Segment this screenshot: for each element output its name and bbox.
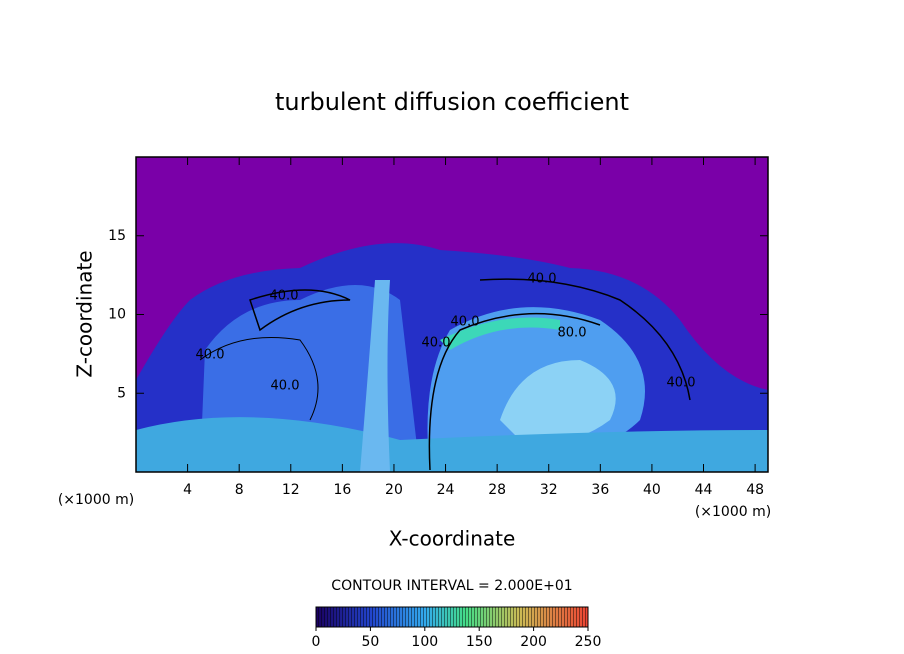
contour-field [136,157,768,472]
contour-label: 40.0 [667,376,696,391]
colorbar-tick-label: 100 [411,634,438,650]
colorbar-tick-label: 200 [520,634,547,650]
chart-title: turbulent diffusion coefficient [275,88,629,116]
x-tick-label: 20 [385,482,403,498]
contour-label: 40.0 [270,289,299,304]
y-tick-label: 5 [117,385,126,401]
y-tick-label: 10 [108,307,126,323]
y-tick-label: 15 [108,228,126,244]
x-unit: (×1000 m) [695,504,771,520]
x-tick-label: 48 [746,482,764,498]
x-tick-label: 32 [540,482,558,498]
colorbar-tick-label: 0 [312,634,321,650]
x-tick-label: 16 [333,482,351,498]
contour-interval: CONTOUR INTERVAL = 2.000E+01 [331,578,572,594]
y-unit: (×1000 m) [58,492,134,508]
x-tick-label: 12 [282,482,300,498]
colorbar-tick-label: 150 [466,634,493,650]
x-tick-label: 40 [643,482,661,498]
x-tick-label: 44 [695,482,713,498]
x-tick-label: 28 [488,482,506,498]
contour-label: 80.0 [558,326,587,341]
colorbar-stripes [315,606,589,628]
y-axis-label: Z-coordinate [73,250,97,377]
x-tick-label: 36 [591,482,609,498]
contour-label: 40.0 [422,336,451,351]
contour-label: 40.0 [196,348,225,363]
x-tick-label: 8 [235,482,244,498]
x-axis-label: X-coordinate [389,527,516,551]
x-tick-label: 24 [437,482,455,498]
contour-label: 40.0 [528,272,557,287]
colorbar-tick-label: 50 [361,634,379,650]
contour-label: 40.0 [271,379,300,394]
colorbar-tick-label: 250 [575,634,602,650]
contour-label: 40.0 [451,315,480,330]
x-tick-label: 4 [183,482,192,498]
